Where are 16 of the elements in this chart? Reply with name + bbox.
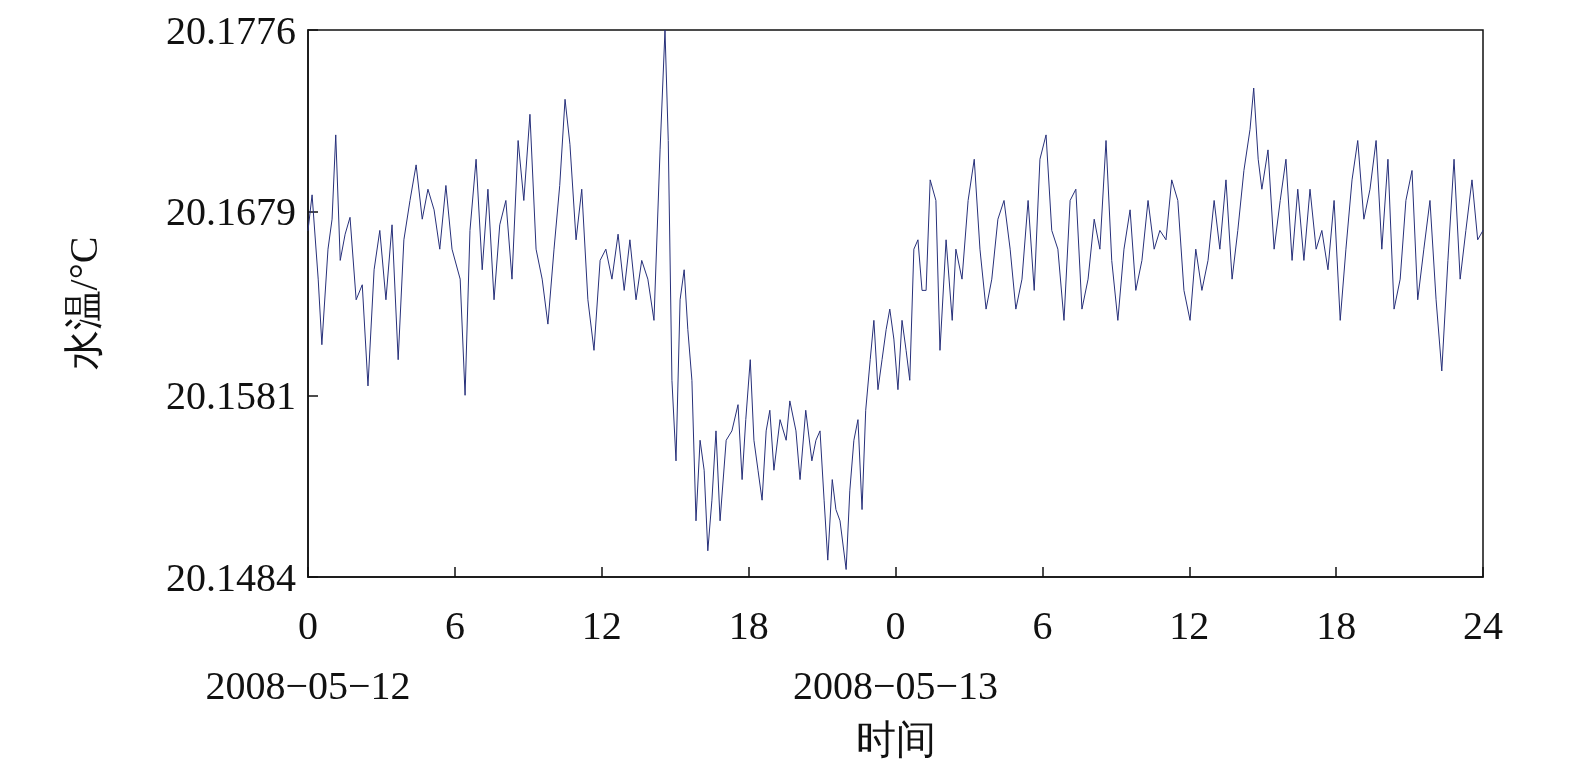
y-axis-title: 水温/°C: [60, 236, 106, 371]
x-tick-label: 0 2008−05−12: [205, 602, 411, 708]
x-tick-label: 6: [1032, 602, 1053, 648]
x-tick-label: 12: [581, 602, 622, 648]
x-tick-label: 12: [1169, 602, 1210, 648]
x-tick-label: 18: [1316, 602, 1357, 648]
x-tick-label: 6: [444, 602, 465, 648]
y-tick-label: 20.1679: [166, 189, 296, 235]
x-tick-label: 24: [1463, 602, 1503, 648]
y-tick-label: 20.1776: [166, 7, 296, 53]
x-tick-label: 0 2008−05−13: [792, 602, 999, 708]
y-tick-label: 20.1484: [166, 554, 296, 600]
line-series: [307, 29, 1484, 571]
y-tick-label: 20.1581: [166, 372, 296, 418]
x-axis-title: 时间: [855, 717, 936, 763]
x-tick-label: 18: [728, 602, 769, 648]
